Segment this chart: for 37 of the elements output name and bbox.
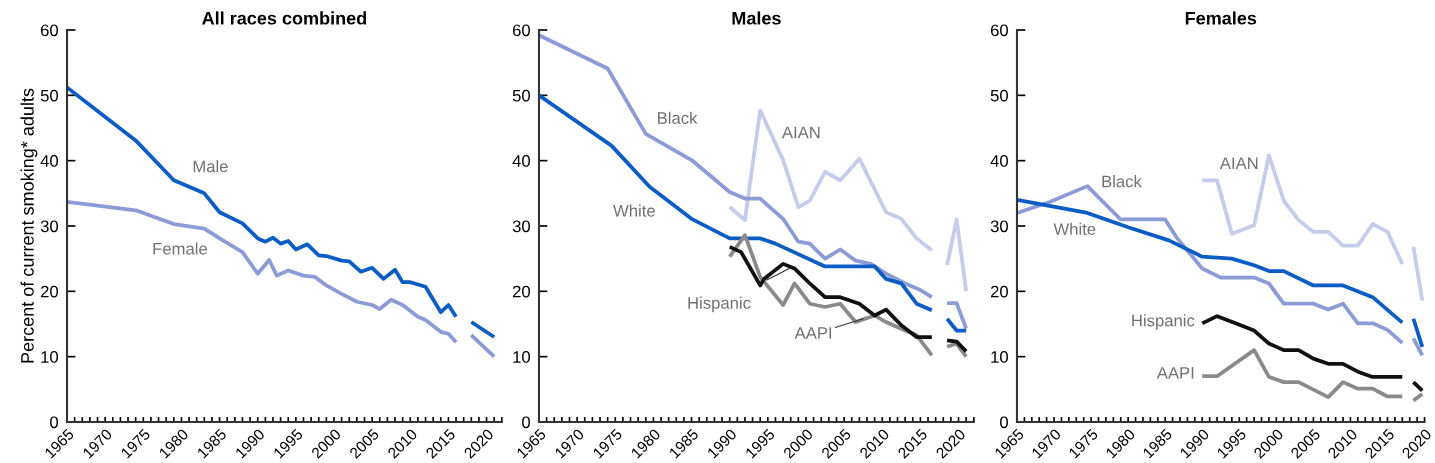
chart-title: Females bbox=[1185, 11, 1257, 25]
y-tick-label: 20 bbox=[990, 285, 1008, 298]
y-tick-label: 60 bbox=[512, 24, 530, 37]
y-tick-label: 40 bbox=[990, 155, 1008, 167]
series-label: White bbox=[1053, 222, 1096, 236]
series-label: AIAN bbox=[781, 126, 820, 139]
y-tick-label: 0 bbox=[50, 416, 59, 429]
series-label: Male bbox=[193, 160, 228, 173]
chart-title: All races combined bbox=[202, 11, 367, 25]
y-tick-label: 40 bbox=[40, 155, 59, 167]
y-tick-label: 10 bbox=[991, 351, 1008, 363]
y-tick-label: 20 bbox=[40, 285, 59, 298]
series-label: Hispanic bbox=[1132, 314, 1195, 330]
y-tick-label: 50 bbox=[512, 89, 530, 102]
y-tick-label: 20 bbox=[512, 285, 530, 298]
series-label: AAPI bbox=[794, 327, 832, 339]
y-axis-title: Percent of current smoking* adults bbox=[20, 88, 38, 363]
y-tick-label: 10 bbox=[513, 351, 530, 363]
y-tick-label: 30 bbox=[990, 220, 1008, 233]
y-tick-label: 50 bbox=[990, 89, 1008, 102]
series-label: White bbox=[613, 204, 655, 217]
series-label: Black bbox=[1102, 175, 1142, 188]
series-label: Black bbox=[658, 111, 698, 124]
y-tick-label: 60 bbox=[40, 24, 59, 37]
series-label: Hispanic bbox=[688, 296, 751, 313]
chart-title: Males bbox=[732, 11, 781, 25]
y-tick-label: 0 bbox=[1000, 416, 1008, 429]
series-label: AAPI bbox=[1156, 367, 1194, 379]
y-tick-label: 30 bbox=[40, 220, 59, 233]
y-tick-label: 40 bbox=[512, 155, 530, 167]
y-tick-label: 30 bbox=[512, 220, 530, 233]
y-tick-label: 0 bbox=[522, 416, 530, 429]
y-tick-label: 60 bbox=[990, 24, 1008, 37]
series-label: AIAN bbox=[1219, 157, 1258, 169]
y-tick-label: 10 bbox=[41, 351, 59, 363]
series-label: Female bbox=[153, 242, 207, 255]
y-tick-label: 50 bbox=[40, 89, 59, 102]
